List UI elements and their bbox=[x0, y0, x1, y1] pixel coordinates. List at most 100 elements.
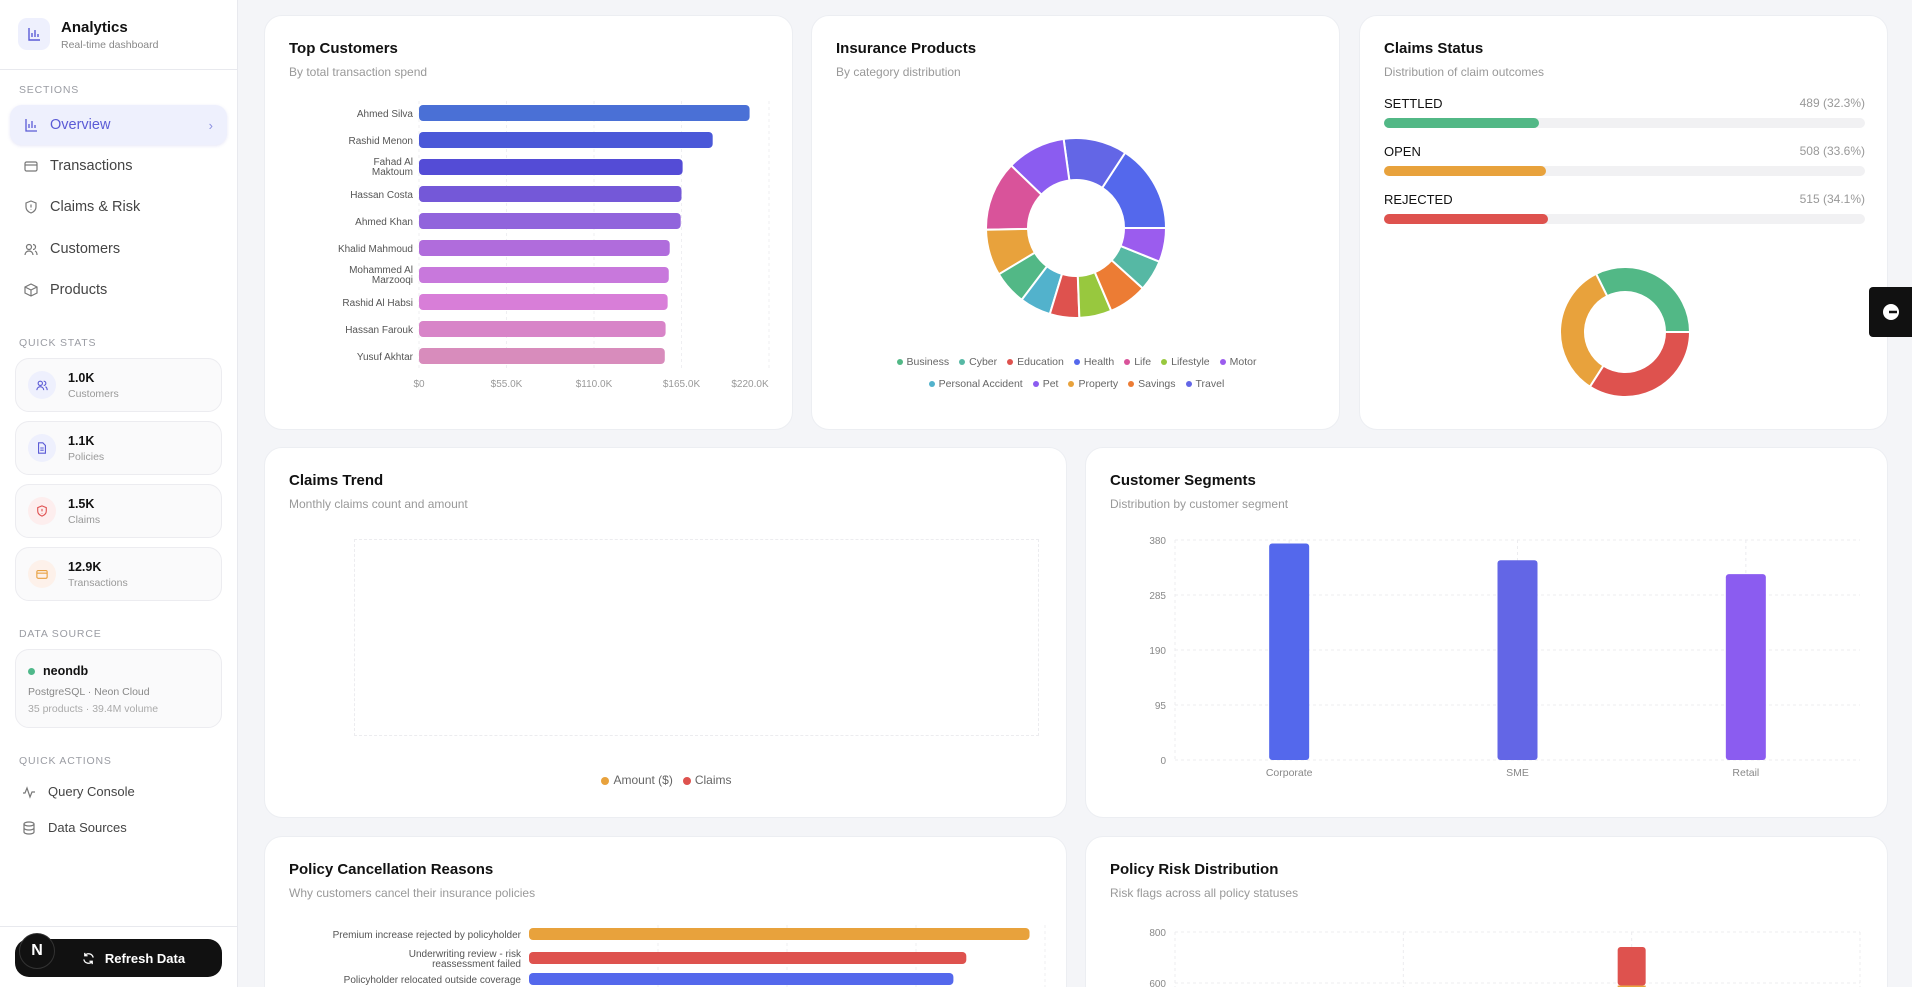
x-tick-label: Retail bbox=[1732, 767, 1759, 779]
top-customers-chart: $0 $55.0K $110.0K $165.0K $220.0K Ahmed Silva… bbox=[338, 101, 770, 390]
shield-alert-icon bbox=[25, 200, 37, 214]
app-subtitle: Real-time dashboard bbox=[61, 39, 159, 51]
status-label: OPEN bbox=[1384, 144, 1421, 159]
legend-dot-icon bbox=[896, 359, 903, 366]
insurance-products-card: Insurance Products By category distribut… bbox=[811, 15, 1340, 430]
sidebar-item-customers[interactable]: Customers bbox=[10, 229, 227, 269]
x-tick-label: Corporate bbox=[1266, 767, 1313, 779]
bar bbox=[419, 105, 750, 121]
legend-dot-icon bbox=[1185, 381, 1192, 388]
sidebar-item-overview[interactable]: Overview › bbox=[10, 105, 227, 145]
stat-label: Customers bbox=[68, 387, 119, 400]
sidebar-item-products[interactable]: Products bbox=[10, 270, 227, 310]
legend-label: Business bbox=[906, 356, 950, 368]
legend-item: Property bbox=[1068, 378, 1118, 390]
legend-item: Travel bbox=[1185, 378, 1224, 390]
app-title: Analytics bbox=[61, 19, 128, 36]
card-title: Claims Trend bbox=[289, 472, 384, 489]
stat-label: Policies bbox=[68, 450, 105, 463]
data-source-type: PostgreSQL · Neon Cloud bbox=[28, 686, 150, 698]
card-title: Policy Risk Distribution bbox=[1110, 861, 1279, 878]
legend-dot-icon bbox=[682, 776, 691, 785]
legend-dot-icon bbox=[1161, 359, 1168, 366]
y-tick-label: Maktoum bbox=[372, 167, 413, 178]
policy-risk-card: Policy Risk Distribution Risk flags acro… bbox=[1085, 836, 1888, 987]
stat-label: Transactions bbox=[68, 576, 128, 589]
y-tick-label: 380 bbox=[1149, 536, 1166, 547]
legend-dot-icon bbox=[1128, 381, 1135, 388]
status-label: REJECTED bbox=[1384, 192, 1453, 207]
quick-actions-label: QUICK ACTIONS bbox=[19, 755, 112, 767]
action-data-sources[interactable]: Data Sources bbox=[22, 820, 127, 835]
legend-label: Lifestyle bbox=[1171, 356, 1210, 368]
pie-slice-rejected bbox=[1588, 331, 1692, 398]
sidebar-item-claims-risk[interactable]: Claims & Risk bbox=[10, 187, 227, 227]
bar bbox=[529, 928, 1030, 940]
sidebar-item-transactions[interactable]: Transactions bbox=[10, 146, 227, 186]
y-tick-label: Fahad Al bbox=[374, 157, 413, 168]
customer-segments-card: Customer Segments Distribution by custom… bbox=[1085, 447, 1888, 818]
status-value: 508 (33.6%) bbox=[1799, 144, 1865, 158]
legend-label: Motor bbox=[1229, 356, 1257, 368]
bar bbox=[1269, 543, 1310, 760]
x-tick-label: SME bbox=[1506, 767, 1529, 779]
legend-label: Life bbox=[1134, 356, 1152, 368]
status-progress-fill bbox=[1384, 214, 1549, 224]
bar bbox=[419, 186, 682, 202]
sidebar-item-label: Transactions bbox=[50, 158, 133, 174]
legend-dot-icon bbox=[959, 359, 966, 366]
status-progress-track bbox=[1384, 166, 1865, 176]
legend-dot-icon bbox=[1007, 359, 1014, 366]
pie-slice-motor bbox=[1119, 227, 1168, 263]
y-tick-label: Marzooqi bbox=[372, 275, 413, 286]
divider bbox=[0, 69, 238, 70]
legend-label: Personal Accident bbox=[938, 378, 1023, 390]
insurance-products-chart bbox=[984, 137, 1168, 319]
stat-value: 1.1K bbox=[68, 433, 95, 448]
status-row-open: OPEN 508 (33.6%) bbox=[1384, 144, 1865, 176]
x-tick-label: $220.0K bbox=[731, 379, 769, 390]
y-tick-label: 0 bbox=[1160, 756, 1166, 767]
card-subtitle: Risk flags across all policy statuses bbox=[1110, 886, 1299, 900]
feedback-tab-button[interactable] bbox=[1869, 287, 1912, 337]
legend-label: Health bbox=[1083, 356, 1115, 368]
card-title: Policy Cancellation Reasons bbox=[289, 861, 494, 878]
legend-item: Motor bbox=[1219, 356, 1257, 368]
sidebar-item-label: Customers bbox=[50, 241, 121, 257]
legend-dot-icon bbox=[1219, 359, 1226, 366]
x-tick-label: $0 bbox=[413, 379, 425, 390]
stat-card-policies: 1.1K Policies bbox=[15, 421, 222, 475]
divider bbox=[0, 926, 238, 927]
bar-segment bbox=[1617, 985, 1646, 987]
sidebar: Analytics Real-time dashboard SECTIONS O… bbox=[0, 0, 238, 987]
status-progress-fill bbox=[1384, 118, 1540, 128]
bar bbox=[1497, 560, 1538, 760]
card-subtitle: Distribution of claim outcomes bbox=[1384, 65, 1545, 79]
credit-card-icon bbox=[24, 161, 38, 172]
bar bbox=[419, 159, 683, 175]
dev-indicator-button[interactable]: N bbox=[19, 933, 55, 969]
shield-alert-icon bbox=[28, 497, 56, 525]
status-progress-track bbox=[1384, 118, 1865, 128]
legend-dot-icon bbox=[1032, 381, 1039, 388]
status-dot-icon bbox=[28, 667, 35, 675]
legend-label: Amount ($) bbox=[613, 773, 673, 787]
action-query-console[interactable]: Query Console bbox=[22, 784, 135, 799]
legend-item: Health bbox=[1073, 356, 1115, 368]
bar bbox=[419, 213, 681, 229]
claims-trend-legend: Amount ($) Claims bbox=[265, 773, 1066, 787]
card-title: Customer Segments bbox=[1110, 472, 1256, 489]
legend-dot-icon bbox=[1068, 381, 1075, 388]
x-tick-label: $55.0K bbox=[491, 379, 523, 390]
policy-risk-chart: 600 800 bbox=[1149, 928, 1861, 987]
bar bbox=[419, 294, 668, 310]
legend-item: Cyber bbox=[959, 356, 997, 368]
y-tick-label: Rashid Menon bbox=[349, 136, 413, 147]
bar bbox=[419, 132, 713, 148]
card-subtitle: Distribution by customer segment bbox=[1110, 497, 1289, 511]
bar-segment bbox=[1617, 947, 1646, 986]
legend-dot-icon bbox=[1124, 359, 1131, 366]
bar bbox=[419, 348, 665, 364]
package-icon bbox=[24, 283, 38, 297]
y-tick-label: 600 bbox=[1149, 979, 1166, 987]
